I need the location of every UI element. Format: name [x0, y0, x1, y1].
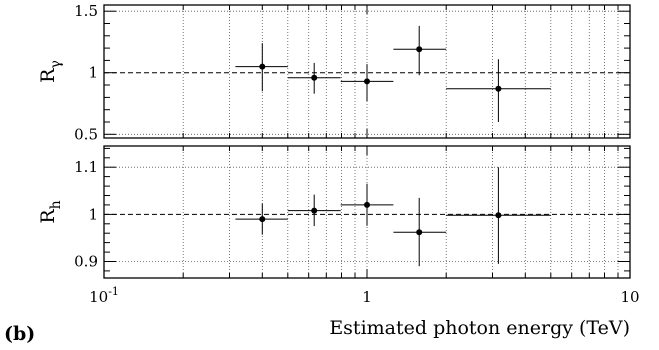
- bottom-x-tick-label: 1: [362, 288, 372, 306]
- top-y-axis-title: Rγ: [37, 60, 64, 83]
- x-tick-label-base: 10: [620, 288, 639, 306]
- bottom-y-axis-title: Rh: [37, 200, 64, 223]
- marker: [364, 78, 370, 85]
- top-data-point-2: [287, 62, 341, 94]
- marker: [259, 63, 266, 70]
- x-tick-label-base: 1: [362, 288, 372, 306]
- top-data-point-5: [446, 59, 551, 122]
- marker: [311, 207, 318, 214]
- bottom-y-axis-title-main: R: [37, 209, 59, 224]
- top-data-point-1: [235, 43, 288, 92]
- x-axis-title: Estimated photon energy (TeV): [329, 317, 630, 339]
- top-data-point-3: [340, 64, 394, 102]
- marker: [495, 212, 502, 219]
- panel-label: (b): [4, 323, 35, 345]
- top-y-tick-label: 0.5: [74, 125, 98, 143]
- bottom-y-tick-label: 0.9: [74, 253, 98, 271]
- marker: [364, 201, 370, 208]
- x-tick-label-exponent: -1: [108, 285, 119, 298]
- top-panel: 0.5 1 1.5 Rγ: [37, 2, 631, 143]
- bottom-data-point-1: [235, 203, 288, 235]
- bottom-data-point-5: [446, 167, 551, 264]
- bottom-x-tick-label: 10: [620, 288, 639, 306]
- marker: [416, 229, 423, 236]
- bottom-data-point-4: [393, 197, 447, 267]
- top-y-axis-title-main: R: [37, 68, 59, 83]
- bottom-data-point-3: [340, 183, 394, 226]
- x-tick-label-base: 10: [89, 288, 108, 306]
- bottom-y-axis-title-sub: h: [48, 200, 64, 209]
- bottom-data-point-2: [287, 194, 341, 227]
- bottom-y-tick-label: 1.1: [74, 158, 98, 176]
- bottom-x-tick-label: 10-1: [89, 285, 119, 306]
- top-y-axis-title-sub: γ: [48, 60, 64, 68]
- marker: [416, 46, 423, 53]
- top-y-tick-label: 1: [88, 64, 98, 82]
- marker: [311, 74, 318, 81]
- top-data-point-4: [393, 25, 447, 76]
- bottom-y-tick-label: 1: [88, 205, 98, 223]
- marker: [259, 216, 266, 223]
- top-y-tick-label: 1.5: [74, 2, 98, 20]
- marker: [495, 85, 502, 92]
